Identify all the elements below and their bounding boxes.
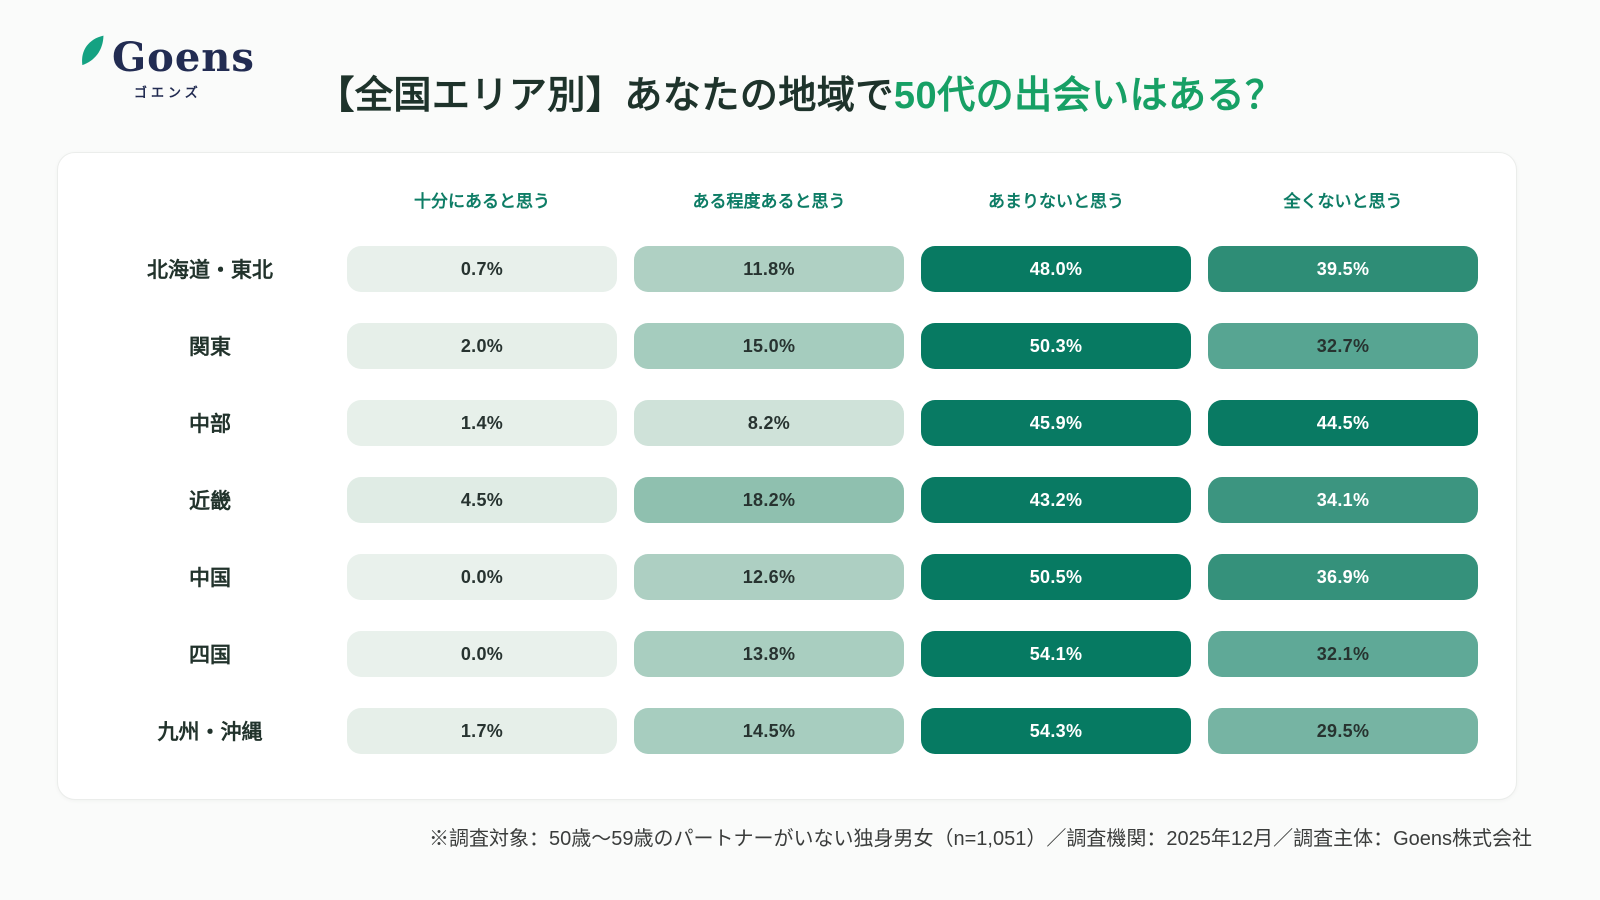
row-label: 関東 xyxy=(189,336,231,359)
title-prefix: 【全国エリア別】あなたの地域で xyxy=(316,75,894,117)
value-pill: 50.5% xyxy=(921,554,1191,600)
value-pill: 32.7% xyxy=(1208,323,1478,369)
value-pill: 44.5% xyxy=(1208,400,1478,446)
value-pill: 39.5% xyxy=(1208,246,1478,292)
value-pill: 18.2% xyxy=(634,477,904,523)
logo-wordmark: Goens xyxy=(112,34,255,81)
value-pill: 43.2% xyxy=(921,477,1191,523)
page-title: 【全国エリア別】あなたの地域で50代の出会いはある？ xyxy=(0,64,1600,119)
logo-row: Goens xyxy=(78,34,255,81)
value-pill: 0.0% xyxy=(347,554,617,600)
value-pill: 34.1% xyxy=(1208,477,1478,523)
leaf-icon xyxy=(76,34,110,68)
value-pill: 2.0% xyxy=(347,323,617,369)
value-pill: 29.5% xyxy=(1208,708,1478,754)
logo-kana: ゴエンズ xyxy=(134,85,202,100)
column-header-0: 十分にあると思う xyxy=(414,191,550,211)
row-label: 四国 xyxy=(189,644,231,667)
value-pill: 32.1% xyxy=(1208,631,1478,677)
value-pill: 4.5% xyxy=(347,477,617,523)
value-pill: 54.3% xyxy=(921,708,1191,754)
value-pill: 8.2% xyxy=(634,400,904,446)
value-pill: 1.7% xyxy=(347,708,617,754)
brand-logo: Goens ゴエンズ xyxy=(78,34,255,101)
row-label: 中国 xyxy=(189,567,231,590)
column-header-2: あまりないと思う xyxy=(988,191,1124,211)
value-pill: 15.0% xyxy=(634,323,904,369)
value-pill: 1.4% xyxy=(347,400,617,446)
heatmap-table: 十分にあると思う ある程度あると思う あまりないと思う 全くないと思う北海道・東北 0.… xyxy=(90,183,1484,754)
value-pill: 13.8% xyxy=(634,631,904,677)
value-pill: 12.6% xyxy=(634,554,904,600)
value-pill: 0.7% xyxy=(347,246,617,292)
value-pill: 48.0% xyxy=(921,246,1191,292)
column-header-3: 全くないと思う xyxy=(1283,191,1403,211)
survey-card: 十分にあると思う ある程度あると思う あまりないと思う 全くないと思う北海道・東北 0.… xyxy=(57,152,1517,800)
row-label: 北海道・東北 xyxy=(147,259,273,282)
value-pill: 0.0% xyxy=(347,631,617,677)
value-pill: 45.9% xyxy=(921,400,1191,446)
survey-footnote: ※調査対象：50歳〜59歳のパートナーがいない独身男女（n=1,051）／調査機… xyxy=(428,828,1532,850)
title-highlight: 50代の出会いはある？ xyxy=(893,75,1284,117)
column-header-1: ある程度あると思う xyxy=(692,191,846,211)
value-pill: 36.9% xyxy=(1208,554,1478,600)
value-pill: 14.5% xyxy=(634,708,904,754)
row-label: 中部 xyxy=(189,413,231,436)
value-pill: 54.1% xyxy=(921,631,1191,677)
value-pill: 50.3% xyxy=(921,323,1191,369)
value-pill: 11.8% xyxy=(634,246,904,292)
row-label: 九州・沖縄 xyxy=(157,721,263,744)
row-label: 近畿 xyxy=(189,490,231,513)
